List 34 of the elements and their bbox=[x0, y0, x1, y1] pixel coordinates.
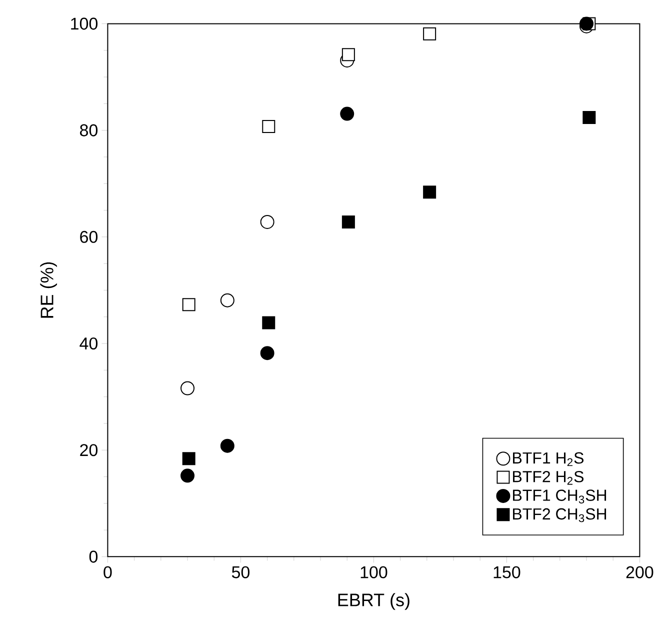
y-tick-label: 20 bbox=[80, 444, 98, 456]
point bbox=[220, 293, 234, 308]
legend-label: BTF1 CH$_{3}$SH bbox=[513, 490, 606, 504]
x-tick-label: 150 bbox=[494, 566, 520, 578]
x-axis-title: EBRT (s) bbox=[338, 593, 410, 610]
x-tick-label: 50 bbox=[232, 566, 250, 578]
x-tick-label: 0 bbox=[104, 566, 112, 578]
point bbox=[423, 27, 436, 40]
y-tick-label: 80 bbox=[80, 124, 98, 136]
y-tick-label: 40 bbox=[80, 337, 98, 350]
y-tick-label: 60 bbox=[80, 230, 98, 243]
y-axis-title: RE (%) bbox=[40, 262, 57, 318]
y-tick-label: 100 bbox=[71, 18, 98, 30]
point bbox=[262, 120, 276, 134]
x-tick-label: 200 bbox=[626, 566, 654, 578]
point bbox=[182, 452, 196, 466]
point bbox=[180, 381, 195, 396]
point bbox=[260, 346, 274, 360]
point bbox=[182, 298, 196, 312]
legend-label: BTF2 CH$_{3}$SH bbox=[513, 508, 606, 522]
point bbox=[342, 48, 355, 62]
point bbox=[180, 468, 195, 483]
legend-label: BTF1 H$_{2}$S bbox=[513, 452, 584, 466]
y-tick-label: 0 bbox=[89, 550, 98, 563]
point bbox=[582, 111, 596, 124]
point bbox=[423, 186, 436, 199]
legend-label: BTF2 H$_{2}$S bbox=[513, 470, 584, 485]
point bbox=[220, 438, 234, 453]
point bbox=[262, 316, 276, 330]
x-tick-label: 100 bbox=[360, 566, 388, 578]
point bbox=[342, 215, 355, 228]
point bbox=[340, 106, 354, 121]
point bbox=[260, 214, 274, 229]
point bbox=[580, 16, 594, 31]
